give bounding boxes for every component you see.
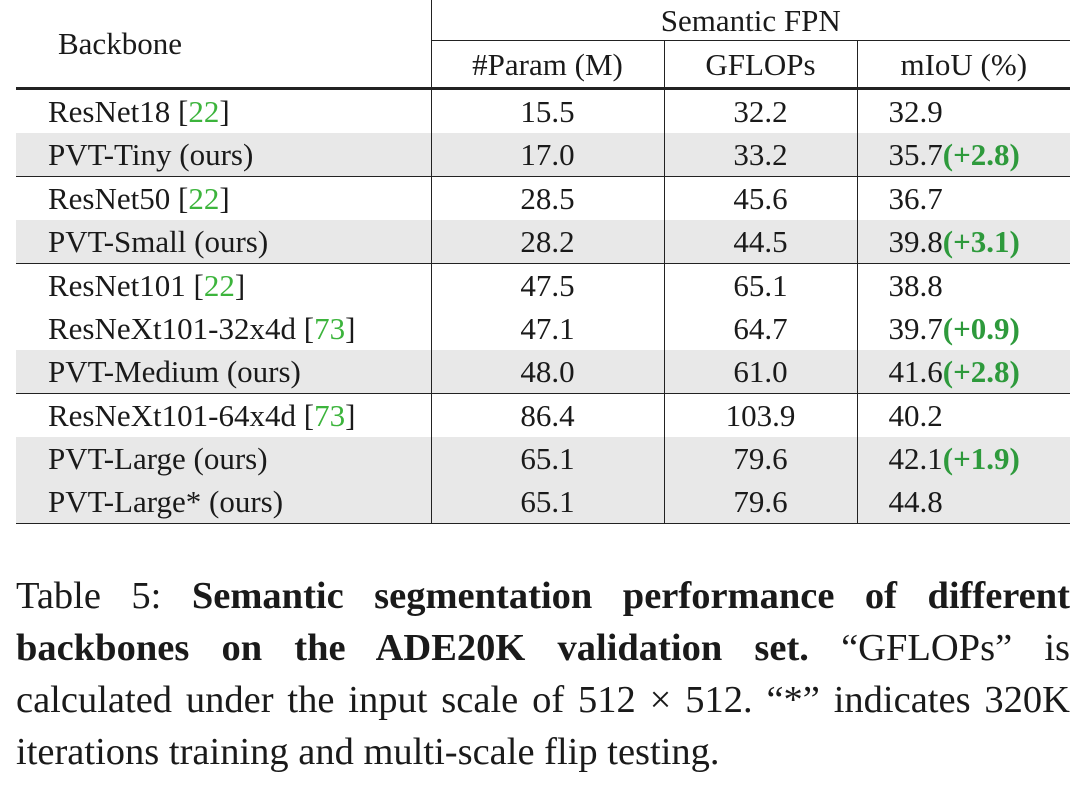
miou-gain: (+2.8) [942, 137, 1020, 172]
miou-value: 44.8 [888, 484, 943, 519]
miou-value: 39.8 [888, 224, 943, 259]
backbone-name: PVT-Medium (ours) [16, 350, 431, 394]
miou-value: 36.7 [888, 181, 943, 216]
backbone-cell: ResNet18 [22] [16, 87, 431, 133]
backbone-name: PVT-Large* (ours) [16, 480, 431, 524]
miou-value: 32.9 [888, 94, 943, 129]
header-gflops: GFLOPs [663, 40, 857, 89]
miou-cell: 39.7(+0.9) [856, 307, 1071, 350]
miou-value: 41.6 [888, 354, 943, 389]
table-caption: Table 5: Semantic segmentation performan… [16, 570, 1070, 778]
miou-value: 35.7 [888, 137, 943, 172]
caption-label: Table 5: [16, 575, 162, 617]
backbone-cell: ResNet50 [22] [16, 176, 431, 220]
citation-link[interactable]: 22 [188, 181, 220, 216]
param-cell: 28.2 [430, 220, 664, 264]
miou-gain: (+2.8) [942, 354, 1020, 389]
table-row: PVT-Medium (ours) 48.0 61.0 41.6(+2.8) [16, 350, 1071, 394]
gflops-cell: 103.9 [663, 393, 857, 437]
miou-cell: 32.9 [856, 87, 1071, 133]
citation-link[interactable]: 22 [203, 268, 235, 303]
gflops-cell: 79.6 [663, 480, 857, 524]
header-backbone: Backbone [58, 26, 182, 61]
gflops-cell: 45.6 [663, 176, 857, 220]
param-cell: 15.5 [430, 87, 664, 133]
miou-cell: 44.8 [856, 480, 1071, 524]
param-cell: 47.1 [430, 307, 664, 350]
table-row: ResNeXt101-64x4d [73] 86.4 103.9 40.2 [16, 393, 1071, 437]
backbone-name: ResNeXt101-64x4d [48, 398, 296, 433]
citation-link[interactable]: 73 [314, 398, 346, 433]
backbone-name: ResNeXt101-32x4d [48, 311, 296, 346]
table-row: PVT-Tiny (ours) 17.0 33.2 35.7(+2.8) [16, 133, 1071, 177]
param-cell: 47.5 [430, 263, 664, 307]
table-row: ResNet18 [22] 15.5 32.2 32.9 [16, 87, 1071, 133]
backbone-name: ResNet50 [48, 181, 171, 216]
citation-link[interactable]: 73 [314, 311, 346, 346]
miou-cell: 36.7 [856, 176, 1071, 220]
header-param: #Param (M) [430, 40, 664, 89]
miou-value: 39.7 [888, 311, 943, 346]
backbone-cell: ResNet101 [22] [16, 263, 431, 307]
gflops-cell: 64.7 [663, 307, 857, 350]
gflops-cell: 79.6 [663, 437, 857, 480]
miou-cell: 35.7(+2.8) [856, 133, 1071, 177]
gflops-cell: 44.5 [663, 220, 857, 264]
backbone-cell: ResNeXt101-32x4d [73] [48, 311, 356, 346]
param-cell: 17.0 [430, 133, 664, 177]
miou-value: 38.8 [888, 268, 943, 303]
caption-bold-title: Semantic segmentation performance of dif… [16, 575, 1071, 669]
miou-cell: 42.1(+1.9) [856, 437, 1071, 480]
caption-text-2: “*” indicates 320K iterations training a… [16, 679, 1070, 773]
results-table: Backbone Semantic FPN #Param (M) GFLOPs … [16, 0, 1071, 524]
header-miou: mIoU (%) [856, 40, 1071, 89]
miou-cell: 38.8 [856, 263, 1071, 307]
miou-value: 42.1 [888, 441, 943, 476]
table-row: PVT-Large* (ours) 65.1 79.6 44.8 [16, 480, 1071, 524]
table-row: PVT-Large (ours) 65.1 79.6 42.1(+1.9) [16, 437, 1071, 480]
table-row: ResNet50 [22] 28.5 45.6 36.7 [16, 176, 1071, 220]
param-cell: 65.1 [430, 480, 664, 524]
gflops-cell: 61.0 [663, 350, 857, 394]
miou-cell: 40.2 [856, 393, 1071, 437]
miou-gain: (+1.9) [942, 441, 1020, 476]
gflops-cell: 33.2 [663, 133, 857, 177]
miou-cell: 41.6(+2.8) [856, 350, 1071, 394]
backbone-name: PVT-Small (ours) [16, 220, 431, 264]
header-semantic-fpn: Semantic FPN [430, 0, 1071, 41]
miou-value: 40.2 [888, 398, 943, 433]
param-cell: 28.5 [430, 176, 664, 220]
backbone-name: ResNet18 [48, 94, 171, 129]
backbone-name: PVT-Tiny (ours) [16, 133, 431, 177]
backbone-name: PVT-Large (ours) [16, 437, 431, 480]
citation-link[interactable]: 22 [188, 94, 220, 129]
param-cell: 48.0 [430, 350, 664, 394]
gflops-cell: 32.2 [663, 87, 857, 133]
caption-math: 512 × 512. [578, 679, 753, 721]
caption-text-1: “GFLOPs” is calculated under the input s… [16, 627, 1070, 721]
param-cell: 86.4 [430, 393, 664, 437]
miou-gain: (+3.1) [942, 224, 1020, 259]
backbone-cell: ResNeXt101-64x4d [73] [16, 393, 431, 437]
miou-gain: (+0.9) [942, 311, 1020, 346]
miou-cell: 39.8(+3.1) [856, 220, 1071, 264]
backbone-name: ResNet101 [48, 268, 186, 303]
param-cell: 65.1 [430, 437, 664, 480]
gflops-cell: 65.1 [663, 263, 857, 307]
table-row: ResNeXt101-32x4d [73] 47.1 64.7 39.7(+0.… [16, 307, 1071, 350]
table-row: PVT-Small (ours) 28.2 44.5 39.8(+3.1) [16, 220, 1071, 264]
table-row: ResNet101 [22] 47.5 65.1 38.8 [16, 263, 1071, 307]
